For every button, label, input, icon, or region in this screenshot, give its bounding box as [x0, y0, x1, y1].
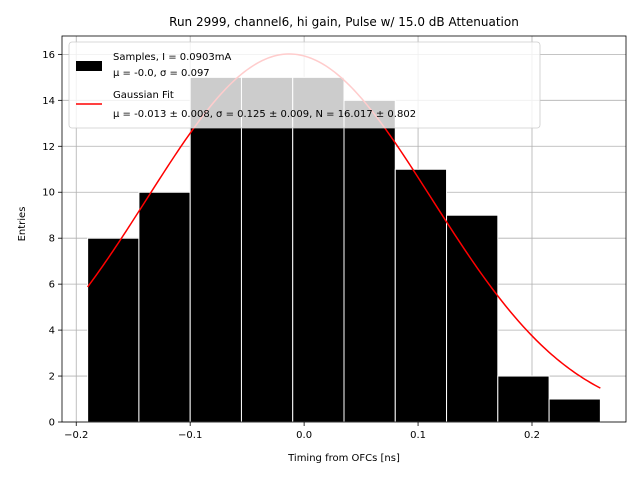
histogram-bar — [87, 237, 140, 423]
y-tick-label: 0 — [49, 418, 55, 429]
x-tick-label: 0.2 — [524, 430, 540, 441]
histogram-bar — [240, 76, 294, 423]
legend-samples-swatch — [76, 61, 102, 71]
x-tick-label: 0.0 — [296, 430, 312, 441]
y-tick-label: 8 — [49, 234, 55, 245]
histogram-bar — [446, 214, 499, 423]
x-axis-title: Timing from OFCs [ns] — [287, 453, 400, 464]
y-tick-label: 2 — [49, 372, 55, 383]
y-axis-title: Entries — [17, 207, 28, 242]
histogram-bar — [394, 168, 448, 423]
plot-frame — [61, 35, 627, 423]
x-tick-label: −0.1 — [178, 430, 202, 441]
legend-samples-stats: μ = -0.0, σ = 0.097 — [113, 68, 210, 79]
y-tick-label: 12 — [42, 142, 55, 153]
y-axis: 0 2 4 6 8 10 12 14 16 — [42, 50, 62, 429]
legend-fit-stats: μ = -0.013 ± 0.008, σ = 0.125 ± 0.009, N… — [113, 109, 416, 120]
histogram-bars — [87, 76, 601, 423]
chart-title: Run 2999, channel6, hi gain, Pulse w/ 15… — [169, 15, 519, 29]
histogram-bar — [292, 76, 345, 423]
x-tick-label: 0.1 — [410, 430, 426, 441]
legend-box — [68, 41, 541, 129]
histogram-bar — [343, 99, 396, 423]
legend-samples-label: Samples, I = 0.0903mA — [113, 52, 231, 63]
y-tick-label: 16 — [42, 50, 55, 61]
y-tick-label: 4 — [49, 326, 55, 337]
y-tick-label: 10 — [42, 188, 55, 199]
y-tick-label: 14 — [42, 96, 55, 107]
legend: Samples, I = 0.0903mA μ = -0.0, σ = 0.09… — [68, 41, 541, 129]
histogram-bar — [138, 191, 191, 423]
x-axis: −0.2 −0.1 0.0 0.1 0.2 — [64, 422, 540, 441]
x-tick-label: −0.2 — [64, 430, 88, 441]
histogram-bar — [497, 375, 550, 423]
histogram-bar — [189, 76, 242, 423]
histogram-bar — [548, 398, 601, 423]
legend-fit-label: Gaussian Fit — [113, 90, 174, 101]
y-tick-label: 6 — [49, 280, 55, 291]
